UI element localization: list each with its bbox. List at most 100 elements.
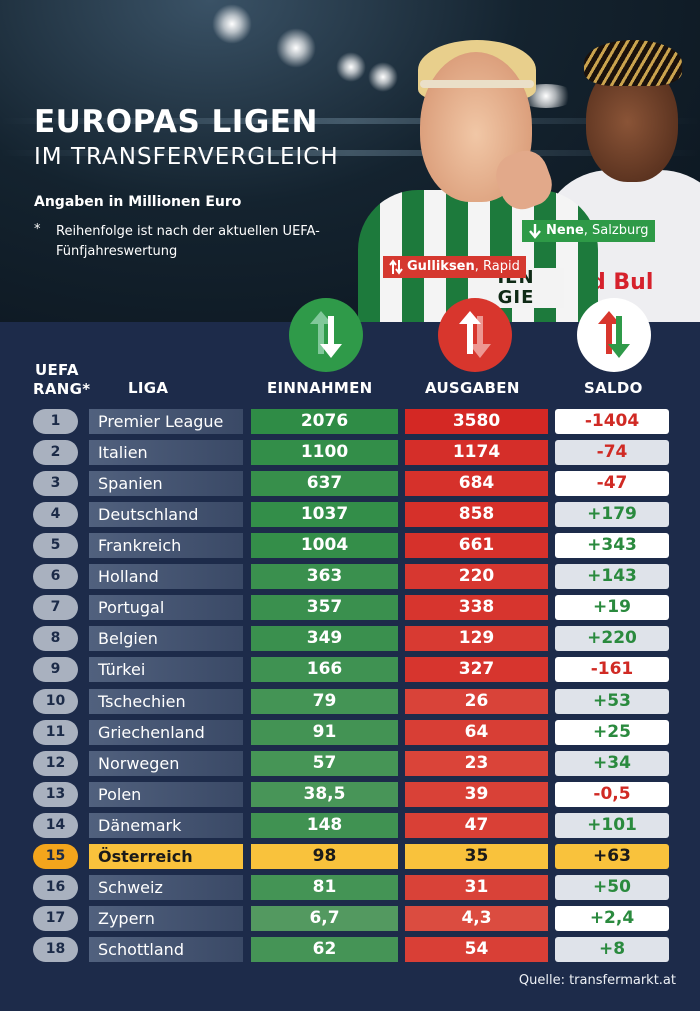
league-name: Premier League [89, 409, 243, 434]
balance-value: +63 [555, 843, 669, 869]
footnote-asterisk: * [34, 222, 41, 237]
balance-value: -161 [555, 657, 669, 683]
income-value: 637 [251, 471, 398, 497]
rank-badge: 7 [33, 595, 78, 621]
table-row: 1 Premier League 2076 3580 -1404 [33, 409, 669, 434]
balance-value: +50 [555, 874, 669, 900]
player-club: , Salzburg [583, 223, 649, 238]
income-value: 98 [251, 843, 398, 869]
balance-value: +220 [555, 626, 669, 652]
table-row: 12 Norwegen 57 23 +34 [33, 750, 669, 776]
income-value: 57 [251, 750, 398, 776]
page-subtitle: IM TRANSFERVERGLEICH [34, 144, 339, 170]
player-tag-nene: Nene, Salzburg [522, 220, 655, 242]
table-row: 2 Italien 1100 1174 -74 [33, 440, 669, 466]
rank-badge: 12 [33, 750, 78, 776]
spending-value: 858 [405, 502, 548, 528]
income-value: 363 [251, 564, 398, 590]
column-header-league: LIGA [128, 379, 169, 397]
spending-value: 64 [405, 719, 548, 745]
rank-badge: 6 [33, 564, 78, 590]
spending-value: 220 [405, 564, 548, 590]
table-row: 5 Frankreich 1004 661 +343 [33, 533, 669, 559]
spending-value: 26 [405, 688, 548, 714]
income-value: 79 [251, 688, 398, 714]
spending-value: 338 [405, 595, 548, 621]
league-name: Türkei [89, 657, 243, 683]
rank-badge: 16 [33, 874, 78, 900]
nene-hair [584, 40, 682, 86]
balance-value: -74 [555, 440, 669, 466]
table-row: 4 Deutschland 1037 858 +179 [33, 502, 669, 528]
balance-value: -47 [555, 471, 669, 497]
table-row: 9 Türkei 166 327 -161 [33, 657, 669, 683]
column-header-rank: RANG* [33, 380, 91, 398]
league-name: Holland [89, 564, 243, 590]
balance-value: +143 [555, 564, 669, 590]
income-value: 1037 [251, 502, 398, 528]
spending-value: 47 [405, 812, 548, 838]
league-name: Deutschland [89, 502, 243, 528]
balance-arrows-icon [577, 298, 651, 372]
floodlight [212, 4, 252, 44]
league-name: Zypern [89, 905, 243, 931]
income-value: 81 [251, 874, 398, 900]
player-club: , Rapid [474, 259, 520, 274]
income-value: 349 [251, 626, 398, 652]
rank-badge: 11 [33, 719, 78, 745]
player-name: Nene [546, 223, 584, 238]
stadium-stand [0, 150, 700, 156]
league-name: Italien [89, 440, 243, 466]
column-header-rank: UEFA [35, 361, 79, 379]
rank-badge: 2 [33, 440, 78, 466]
table-row: 17 Zypern 6,7 4,3 +2,4 [33, 905, 669, 931]
floodlight [336, 52, 366, 82]
league-name: Frankreich [89, 533, 243, 559]
column-header-income: EINNAHMEN [267, 379, 373, 397]
spending-value: 23 [405, 750, 548, 776]
balance-value: +101 [555, 812, 669, 838]
table-row: 10 Tschechien 79 26 +53 [33, 688, 669, 714]
income-value: 357 [251, 595, 398, 621]
table-row: 14 Dänemark 148 47 +101 [33, 812, 669, 838]
spending-value: 35 [405, 843, 548, 869]
balance-value: +179 [555, 502, 669, 528]
table-row: 11 Griechenland 91 64 +25 [33, 719, 669, 745]
table-row: 6 Holland 363 220 +143 [33, 564, 669, 590]
balance-value: +8 [555, 936, 669, 962]
spending-value: 684 [405, 471, 548, 497]
balance-value: -1404 [555, 409, 669, 434]
balance-value: +25 [555, 719, 669, 745]
income-value: 2076 [251, 409, 398, 434]
spending-value: 4,3 [405, 905, 548, 931]
table-row: 7 Portugal 357 338 +19 [33, 595, 669, 621]
rank-badge: 14 [33, 812, 78, 838]
table-row: 15 Österreich 98 35 +63 [33, 843, 669, 869]
rank-badge: 3 [33, 471, 78, 497]
rank-badge: 1 [33, 409, 78, 434]
rank-badge: 9 [33, 657, 78, 683]
footnote: Reihenfolge ist nach der aktuellen UEFA-… [56, 224, 320, 259]
rank-badge: 17 [33, 905, 78, 931]
arrow-down-icon [529, 224, 541, 239]
stadium-stand [0, 118, 700, 124]
player-tag-gulliksen: Gulliksen, Rapid [383, 256, 526, 278]
income-value: 1100 [251, 440, 398, 466]
league-name: Dänemark [89, 812, 243, 838]
league-name: Norwegen [89, 750, 243, 776]
table-row: 13 Polen 38,5 39 -0,5 [33, 781, 669, 807]
league-name: Schottland [89, 936, 243, 962]
income-value: 91 [251, 719, 398, 745]
salzburg-sponsor-logo: d Bul [590, 270, 654, 295]
spending-value: 54 [405, 936, 548, 962]
league-name: Belgien [89, 626, 243, 652]
spending-value: 327 [405, 657, 548, 683]
balance-value: +2,4 [555, 905, 669, 931]
income-value: 148 [251, 812, 398, 838]
balance-value: +343 [555, 533, 669, 559]
income-value: 6,7 [251, 905, 398, 931]
rank-badge: 15 [33, 843, 78, 869]
income-value: 62 [251, 936, 398, 962]
stadium-photo: d Bul IEN GIE EUROPAS LIGEN IM TRANSFERV… [0, 0, 700, 322]
table-row: 18 Schottland 62 54 +8 [33, 936, 669, 962]
